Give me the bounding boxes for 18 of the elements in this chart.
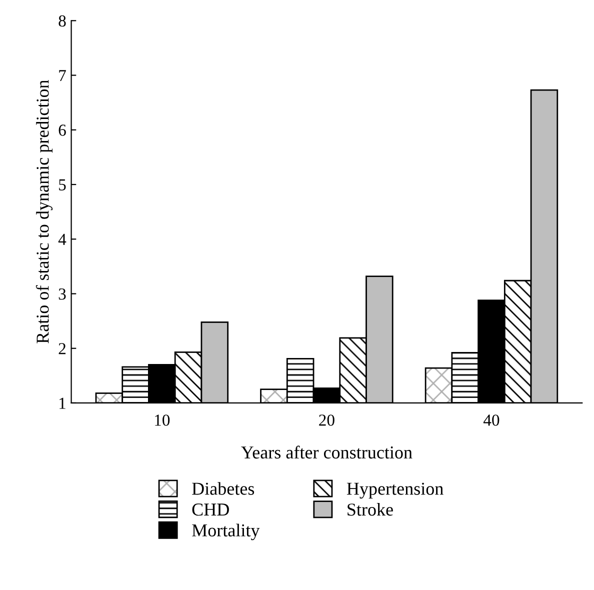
y-tick-label: 1 [60,398,66,409]
y-tick-label: 3 [58,288,66,300]
legend-label: CHD [192,504,229,516]
x-tick-label: 40 [483,414,500,426]
y-tick-label: 4 [58,234,66,245]
y-tick-label: 5 [59,179,66,190]
legend-label: Mortality [192,524,260,540]
x-axis-title: Years after construction [241,446,412,459]
y-tick-label: 7 [59,70,66,82]
y-axis-title: Ratio of static to dynamic prediction [36,80,53,344]
legend-label: Diabetes [192,482,254,495]
x-tick-label: 20 [319,414,334,426]
legend-label: Stroke [348,502,393,516]
legend-label: Hypertension [346,482,444,499]
y-tick-label: 2 [58,343,66,354]
y-tick-label: 8 [58,15,66,27]
y-tick-label: 6 [58,124,66,136]
x-tick-label: 10 [155,414,170,426]
